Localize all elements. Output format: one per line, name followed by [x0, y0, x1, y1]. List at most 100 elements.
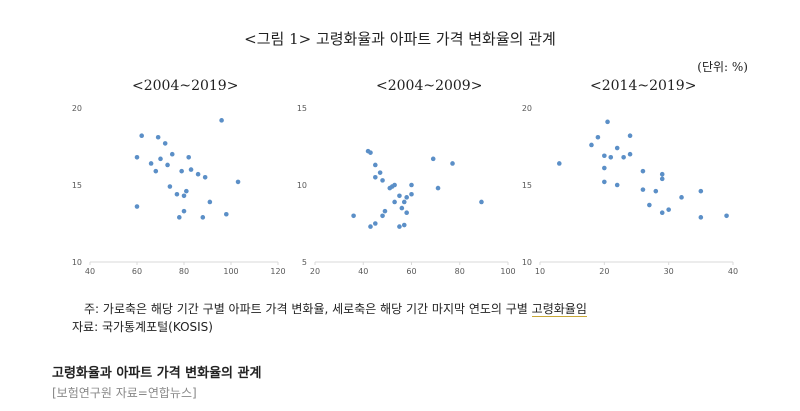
data-point [165, 162, 170, 168]
note-emphasis: 고령화율임 [531, 302, 587, 317]
data-point [399, 205, 405, 211]
x-tick-label: 100 [223, 267, 238, 276]
data-point [167, 184, 173, 189]
data-point [368, 150, 373, 155]
data-point [224, 211, 229, 217]
data-point [653, 188, 659, 194]
data-point [139, 133, 144, 139]
data-point [640, 187, 646, 192]
data-point [640, 168, 646, 174]
y-tick-label: 15 [522, 181, 532, 190]
data-point [666, 207, 671, 212]
data-point [177, 215, 182, 220]
data-point [179, 168, 184, 174]
data-point [380, 213, 385, 219]
y-tick-label: 10 [72, 258, 82, 267]
data-point [659, 176, 665, 182]
data-point [557, 161, 562, 166]
data-point [373, 175, 378, 180]
data-point [435, 185, 441, 191]
data-point [659, 210, 665, 216]
data-point [202, 175, 208, 180]
data-point [380, 178, 385, 183]
data-point [627, 133, 633, 139]
y-tick-label: 10 [297, 181, 307, 190]
data-point [614, 182, 620, 188]
data-point [392, 182, 397, 188]
data-point [153, 168, 159, 174]
data-point [605, 119, 610, 125]
data-point [188, 167, 194, 172]
data-point [602, 153, 607, 159]
data-point [430, 156, 436, 162]
data-point [698, 215, 704, 220]
y-tick-label: 10 [522, 258, 532, 267]
scatter-chart-2004-2019: 40 60 80 100 120 10 15 20 [72, 104, 286, 276]
data-point [450, 161, 455, 166]
x-tick-label: 80 [455, 267, 465, 276]
data-point [148, 161, 154, 166]
data-point [184, 188, 189, 194]
x-tick-label: 60 [132, 267, 142, 276]
data-point [409, 182, 414, 188]
figure-title: <그림 1> 고령화율과 아파트 가격 변화율의 관계 [244, 30, 556, 48]
data-point [219, 118, 224, 123]
data-point [195, 171, 201, 177]
data-point [200, 215, 206, 220]
data-point [351, 213, 356, 219]
y-tick-label: 15 [297, 104, 307, 113]
caption-source: [보험연구원 자료=연합뉴스] [52, 386, 197, 400]
data-point [647, 202, 652, 208]
x-tick-label: 120 [270, 267, 285, 276]
data-point [397, 193, 402, 199]
x-tick-label: 10 [535, 267, 545, 276]
x-tick-label: 100 [500, 267, 515, 276]
x-tick-label: 40 [85, 267, 95, 276]
data-point [207, 199, 213, 205]
data-point [397, 224, 402, 229]
data-point [377, 170, 383, 175]
unit-label: (단위: %) [697, 60, 748, 74]
data-point [614, 145, 620, 151]
data-point [382, 208, 388, 214]
data-point [392, 199, 397, 205]
data-point [401, 222, 407, 228]
data-point [659, 171, 665, 177]
data-point [373, 221, 378, 226]
x-tick-label: 80 [179, 267, 189, 276]
data-point [373, 162, 378, 168]
data-point [155, 134, 161, 140]
data-point [602, 179, 607, 185]
data-point [404, 195, 409, 200]
note-text: 주: 가로축은 해당 기간 구별 아파트 가격 변화율, 세로축은 해당 기간 … [84, 302, 532, 316]
data-point [724, 213, 729, 219]
data-point [409, 191, 414, 197]
note-line-2: 자료: 국가통계포털(KOSIS) [72, 320, 213, 334]
data-point [479, 199, 484, 205]
scatter-chart-2004-2009: 20 40 60 80 100 5 10 15 [297, 104, 516, 276]
y-tick-label: 15 [72, 181, 82, 190]
x-tick-label: 30 [664, 267, 674, 276]
panel-title-2: <2004~2009> [376, 78, 483, 94]
x-tick-label: 40 [728, 267, 738, 276]
panel-title-3: <2014~2019> [590, 78, 697, 94]
y-tick-label: 20 [72, 104, 82, 113]
data-point [174, 191, 180, 197]
data-point [162, 141, 168, 146]
x-tick-label: 20 [599, 267, 609, 276]
data-point [621, 154, 626, 160]
data-point [158, 156, 163, 162]
data-point [602, 165, 607, 171]
data-point [679, 195, 684, 200]
y-tick-label: 5 [302, 258, 307, 267]
data-point [401, 199, 407, 205]
data-point [134, 204, 140, 209]
caption-title: 고령화율과 아파트 가격 변화율의 관계 [52, 366, 262, 381]
x-tick-label: 20 [310, 267, 320, 276]
scatter-chart-2014-2019: 10 20 30 40 10 15 20 [522, 104, 738, 276]
data-point [235, 179, 241, 185]
data-point [595, 134, 601, 140]
data-point [627, 151, 633, 157]
data-point [169, 151, 175, 157]
data-point [181, 208, 187, 214]
